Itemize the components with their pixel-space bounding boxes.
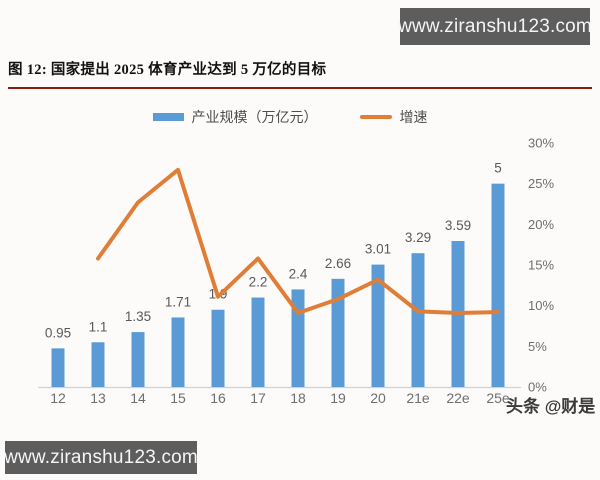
bottom-watermark-text: www.ziranshu123.com	[4, 446, 198, 468]
right-axis-tick-0%: 0%	[528, 380, 547, 395]
x-axis-label-19: 19	[330, 390, 346, 406]
line-series-legend-label: 增速	[399, 109, 428, 125]
top-watermark-text: www.ziranshu123.com	[398, 15, 592, 37]
bar-25e	[491, 183, 505, 387]
bar-12	[51, 348, 65, 387]
bar-14	[131, 332, 145, 387]
bar-20	[371, 264, 385, 387]
bar-value-label-18: 2.4	[289, 266, 308, 281]
x-axis-label-14: 14	[130, 390, 146, 406]
bar-value-label-12: 0.95	[45, 325, 71, 340]
right-axis-tick-10%: 10%	[528, 298, 554, 313]
line-series-swatch-icon	[359, 115, 392, 119]
x-axis-label-12: 12	[50, 390, 66, 406]
right-axis-tick-15%: 15%	[528, 258, 554, 273]
x-axis-label-18: 18	[290, 390, 306, 406]
x-axis-label-20: 20	[370, 390, 386, 406]
figure-title: 图 12: 国家提出 2025 体育产业达到 5 万亿的目标	[8, 62, 327, 78]
legend-item-bar-series: 产业规模（万亿元）	[152, 107, 318, 127]
growth-rate-line	[96, 167, 500, 315]
bar-value-label-21e: 3.29	[405, 230, 431, 245]
x-axis-label-22e: 22e	[446, 390, 470, 406]
toutiao-watermark: 头条 @财是	[506, 397, 596, 416]
bar-value-label-17: 2.2	[249, 275, 268, 290]
bar-15	[171, 317, 185, 387]
bar-value-label-25e: 5	[494, 161, 502, 176]
chart-legend: 产业规模（万亿元） 增速	[0, 106, 580, 128]
bar-series-swatch-icon	[152, 113, 184, 121]
x-axis-label-16: 16	[210, 390, 226, 406]
bar-13	[91, 342, 105, 387]
figure-title-block: 图 12: 国家提出 2025 体育产业达到 5 万亿的目标	[8, 58, 592, 89]
legend-item-line-series: 增速	[359, 107, 428, 127]
bar-series-legend-label: 产业规模（万亿元）	[191, 109, 318, 125]
bar-value-label-20: 3.01	[365, 242, 391, 257]
bar-17	[251, 297, 265, 387]
bar-value-label-13: 1.1	[89, 319, 108, 334]
bar-19	[331, 278, 345, 387]
x-axis-label-15: 15	[170, 390, 186, 406]
bar-value-label-14: 1.35	[125, 309, 151, 324]
right-axis-tick-30%: 30%	[528, 136, 554, 151]
right-axis-tick-20%: 20%	[528, 217, 554, 232]
bottom-watermark: www.ziranshu123.com	[4, 441, 198, 474]
bar-value-label-15: 1.71	[165, 294, 191, 309]
top-watermark: www.ziranshu123.com	[398, 8, 592, 45]
bar-21e	[411, 253, 425, 387]
bar-value-label-22e: 3.59	[445, 218, 471, 233]
x-axis-label-21e: 21e	[406, 390, 430, 406]
bar-value-label-19: 2.66	[325, 256, 351, 271]
x-axis-label-17: 17	[250, 390, 266, 406]
right-axis-tick-5%: 5%	[528, 339, 547, 354]
x-axis-label-13: 13	[90, 390, 106, 406]
bar-16	[211, 309, 225, 387]
right-axis-tick-25%: 25%	[528, 176, 554, 191]
x-axis-label-25e: 25e	[486, 390, 510, 406]
